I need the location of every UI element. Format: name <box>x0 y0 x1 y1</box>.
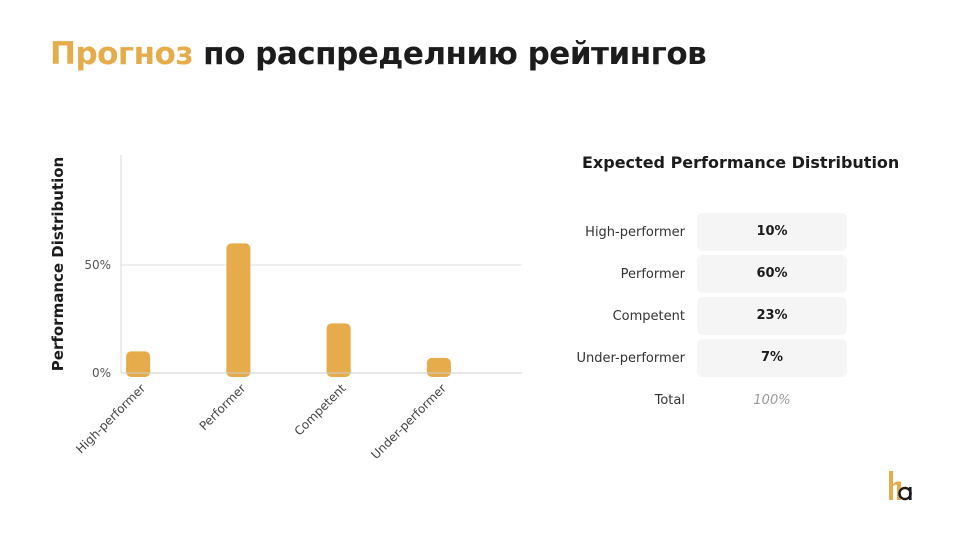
title-rest: по распределнию рейтингов <box>203 36 707 72</box>
total-label: Total <box>654 393 685 408</box>
x-tick-label-0: High-performer <box>73 381 148 456</box>
y-tick-label-1: 50% <box>84 258 111 272</box>
bar-chart: 0% 50% High-performer Performer Competent Und… <box>73 155 522 462</box>
bar-2 <box>326 323 351 377</box>
bar-1 <box>226 243 251 377</box>
page-title: Прогноз по распределнию рейтингов <box>50 36 707 72</box>
bar-base-0 <box>126 367 151 373</box>
title-accent: Прогноз <box>50 36 193 72</box>
x-tick-label-1: Performer <box>197 381 249 433</box>
row-label-performer: Performer <box>620 267 685 282</box>
row-label-high-performer: High-performer <box>585 225 685 240</box>
bar-base-3 <box>426 367 451 373</box>
row-value-high-performer: 10% <box>697 213 847 251</box>
company-logo <box>889 471 912 501</box>
row-label-competent: Competent <box>612 309 685 324</box>
x-tick-label-2: Competent <box>292 381 349 438</box>
bar-base-2 <box>326 367 351 373</box>
row-label-under-performer: Under-performer <box>576 351 685 366</box>
row-value-competent: 23% <box>697 297 847 335</box>
bar-base-1 <box>226 367 251 373</box>
total-value: 100% <box>753 393 791 408</box>
y-tick-label-0: 0% <box>92 366 111 380</box>
row-value-performer: 60% <box>697 255 847 293</box>
row-value-under-performer: 7% <box>697 339 847 377</box>
x-tick-label-3: Under-performer <box>368 381 449 462</box>
table-title: Expected Performance Distribution <box>582 153 900 172</box>
